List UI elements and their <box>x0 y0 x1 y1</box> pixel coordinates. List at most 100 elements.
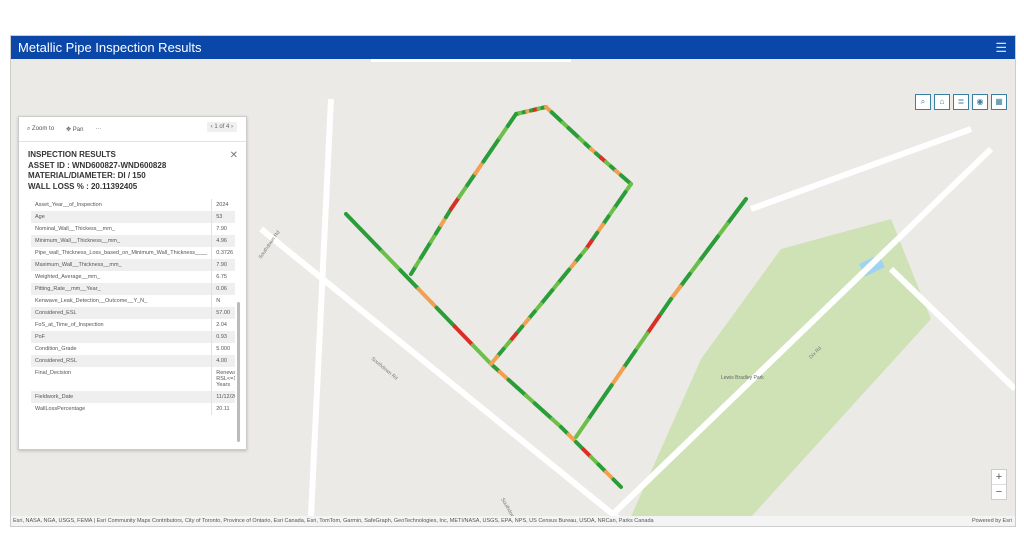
pipe-network[interactable] <box>344 105 748 489</box>
pipe-segment[interactable] <box>449 195 462 211</box>
more-button[interactable]: ··· <box>95 126 102 132</box>
pipe-segment[interactable] <box>473 159 486 176</box>
title-line: MATERIAL/DIAMETER: DI / 150 <box>28 171 146 180</box>
table-row: Pitting_Rate__mm__Year_ 0.06 <box>31 283 235 295</box>
table-row: Asset_Year__of_Inspection 2024 <box>31 199 235 211</box>
pan-button[interactable]: ✥ Pan <box>66 126 84 133</box>
zoom-in-button[interactable]: + <box>995 471 1003 483</box>
street-label: Southdown Rd <box>370 356 399 382</box>
pipe-segment[interactable] <box>678 272 692 289</box>
pipe-segment[interactable] <box>621 348 638 370</box>
table-row: Considered_ESL 57.00 <box>31 307 235 319</box>
zoom-to-button[interactable]: ⌕ Zoom to <box>27 125 55 132</box>
layers-icon[interactable]: ◉ <box>972 94 988 110</box>
home-icon[interactable]: ⌂ <box>934 94 950 110</box>
map-view[interactable]: Southdown Rd Southdown Rd Southdown Rd D… <box>11 56 1015 526</box>
pipe-segment[interactable] <box>505 112 518 128</box>
pipe-segment[interactable] <box>597 383 614 405</box>
field-name: Nominal_Wall__Thickess__mm_ <box>31 223 213 235</box>
pipe-segment[interactable] <box>398 268 421 291</box>
field-value: 53 <box>211 211 235 223</box>
pager-label: 1 of 4 <box>214 124 230 130</box>
attribute-table-wrapper: Asset_Year__of_Inspection 2024 Age 53 Nomina… <box>31 199 235 444</box>
pipe-segment[interactable] <box>609 366 626 388</box>
field-name: Considered_ESL <box>31 307 213 319</box>
field-name: Condition_Grade <box>31 343 213 355</box>
field-value: 7.90 <box>211 223 235 235</box>
pan-label: Pan <box>72 126 84 133</box>
table-row: Minimum_Wall__Thickness__mm_ 4.96 <box>31 235 235 247</box>
feature-popup: ⌕ Zoom to ✥ Pan ··· ‹ 1 of 4 › ✕ INSPECT… <box>18 116 247 450</box>
scrollbar[interactable] <box>237 302 240 442</box>
pipe-segment[interactable] <box>481 147 494 164</box>
field-name: Final_Decision <box>31 367 213 391</box>
pipe-segment[interactable] <box>489 135 502 152</box>
pipe-segment[interactable] <box>585 400 602 422</box>
search-icon[interactable]: ⌕ <box>915 94 931 110</box>
title-line: INSPECTION RESULTS <box>28 150 116 159</box>
pipe-segment[interactable] <box>470 343 493 366</box>
app-title: Metallic Pipe Inspection Results <box>18 40 202 55</box>
field-value: 7.90 <box>211 259 235 271</box>
field-name: Fieldwork_Date <box>31 391 213 403</box>
pipe-segment[interactable] <box>434 305 457 329</box>
powered-by[interactable]: Powered by Esri <box>971 518 1012 524</box>
zoom-to-label: Zoom to <box>32 125 55 132</box>
field-value: 0.3726 <box>211 247 235 259</box>
pipe-segment[interactable] <box>465 171 478 188</box>
table-row: PoF 0.93 <box>31 331 235 343</box>
pipe-segment[interactable] <box>687 259 702 276</box>
pipe-segment[interactable] <box>697 247 711 264</box>
field-name: Pipe_wall_Thickness_Loss_based_on_Minimu… <box>31 247 213 259</box>
field-name: Asset_Year__of_Inspection <box>31 199 213 211</box>
pager[interactable]: ‹ 1 of 4 › <box>206 122 237 132</box>
app-window: Metallic Pipe Inspection Results ☰ South… <box>10 35 1016 527</box>
field-name: WallLossPercentage <box>31 403 213 415</box>
pipe-segment[interactable] <box>574 417 590 439</box>
field-name: Kenwave_Leak_Detection__Outcome__Y_N_ <box>31 295 213 307</box>
hamburger-icon[interactable]: ☰ <box>995 40 1007 55</box>
pipe-segment[interactable] <box>497 123 510 140</box>
pipe-segment[interactable] <box>645 314 662 336</box>
field-name: FoS_at_Time_of_Inspection <box>31 319 213 331</box>
pipe-segment[interactable] <box>416 287 439 310</box>
pipe-segment[interactable] <box>611 477 623 489</box>
field-value: 57.00 <box>211 307 235 319</box>
street-label: Southdown Rd <box>499 497 521 516</box>
field-name: Weighted_Average__mm_ <box>31 271 213 283</box>
field-name: Minimum_Wall__Thickness__mm_ <box>31 235 213 247</box>
basemap: Southdown Rd Southdown Rd Southdown Rd D… <box>258 56 1015 526</box>
map-toolbar: ⌕ ⌂ ≣ ◉ ▦ <box>915 94 1007 110</box>
pipe-segment[interactable] <box>725 209 739 226</box>
table-row: Weighted_Average__mm_ 6.75 <box>31 271 235 283</box>
field-value: 11/12/2024 <box>211 391 235 403</box>
table-row: Kenwave_Leak_Detection__Outcome__Y_N_ N <box>31 295 235 307</box>
zoom-control: + − <box>991 469 1007 500</box>
pipe-segment[interactable] <box>362 230 385 254</box>
table-row: Final_DecisionRenewal & RSL<=10 Years <box>31 367 235 391</box>
pipe-segment[interactable] <box>457 183 470 200</box>
basemap-gallery-icon[interactable]: ▦ <box>991 94 1007 110</box>
pipe-segment[interactable] <box>715 222 730 239</box>
pipe-segment[interactable] <box>734 197 748 214</box>
pipe-segment[interactable] <box>669 284 683 301</box>
zoom-out-button[interactable]: − <box>992 484 1006 499</box>
field-value: 2.04 <box>211 319 235 331</box>
field-value: 20.11 <box>211 403 235 415</box>
field-value: 6.75 <box>211 271 235 283</box>
close-icon[interactable]: ✕ <box>229 150 238 161</box>
table-row: Age 53 <box>31 211 235 223</box>
pipe-segment[interactable] <box>452 324 475 348</box>
table-row: Condition_Grade 5.000 <box>31 343 235 355</box>
pipe-segment[interactable] <box>706 234 720 251</box>
pipe-segment[interactable] <box>633 331 650 353</box>
pipe-segment[interactable] <box>489 354 500 366</box>
title-line: WALL LOSS % : 20.11392405 <box>28 181 138 191</box>
pipe-segment[interactable] <box>344 212 367 235</box>
pipe-segment[interactable] <box>380 249 403 273</box>
list-icon[interactable]: ≣ <box>953 94 969 110</box>
app-header: Metallic Pipe Inspection Results ☰ <box>11 36 1015 59</box>
pipe-segment[interactable] <box>657 297 673 319</box>
field-value: 2024 <box>211 199 235 211</box>
